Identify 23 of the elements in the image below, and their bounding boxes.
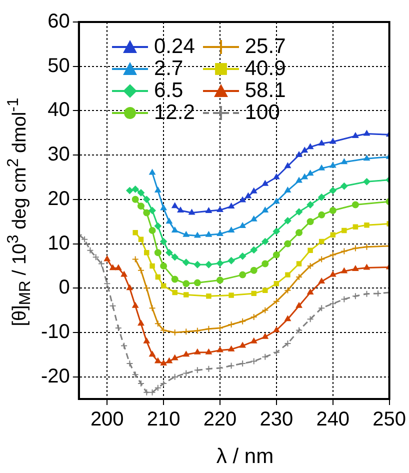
legend-label: 0.24 bbox=[154, 35, 195, 58]
x-tick-label: 230 bbox=[260, 408, 294, 431]
y-tick-label: 50 bbox=[48, 54, 70, 77]
y-tick-label: 0 bbox=[58, 276, 70, 299]
y-tick-label: 40 bbox=[48, 99, 70, 122]
y-tick-label: 30 bbox=[48, 144, 70, 166]
x-tick-label: 250 bbox=[372, 408, 406, 431]
y-tick-label: -20 bbox=[41, 365, 70, 388]
x-tick-label: 210 bbox=[146, 408, 180, 431]
legend-label: 12.2 bbox=[154, 101, 195, 124]
legend-label: 100 bbox=[244, 101, 280, 124]
y-tick-label: 20 bbox=[48, 188, 70, 210]
legend-label: 25.7 bbox=[244, 35, 286, 58]
legend-label: 58.1 bbox=[244, 79, 286, 102]
y-tick-label: 60 bbox=[48, 10, 70, 33]
x-axis-title: λ / nm bbox=[215, 445, 275, 469]
legend-label: 2.7 bbox=[154, 57, 184, 80]
x-tick-label: 240 bbox=[316, 408, 350, 431]
x-tick-label: 220 bbox=[203, 408, 237, 431]
y-tick-label: -10 bbox=[41, 320, 70, 343]
y-tick-label: 10 bbox=[48, 232, 70, 254]
x-tick-label: 200 bbox=[90, 408, 124, 431]
legend-label: 6.5 bbox=[154, 79, 184, 102]
